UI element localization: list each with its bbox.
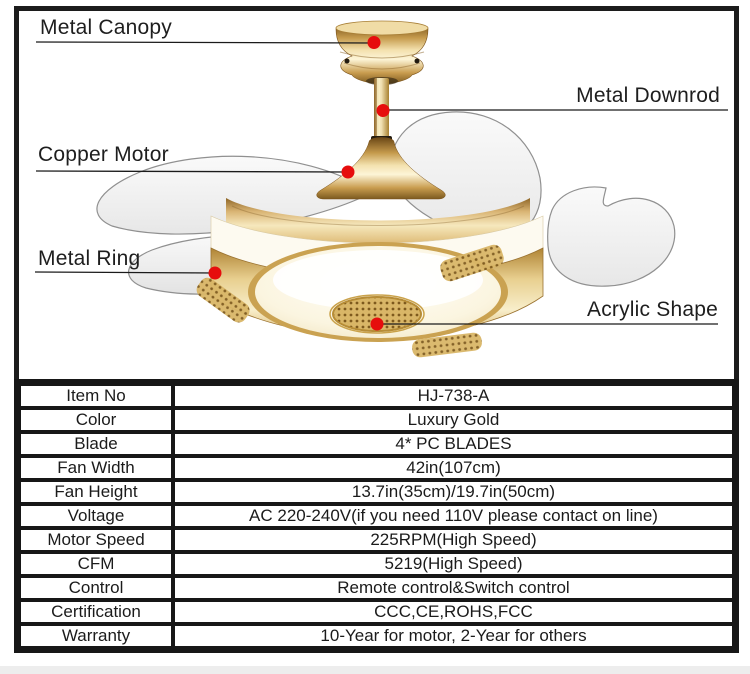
spec-value-cell: CCC,CE,ROHS,FCC [174, 601, 733, 623]
spec-label-cell: Item No [20, 385, 172, 407]
spec-row: Certification CCC,CE,ROHS,FCC [20, 601, 733, 623]
spec-label-cell: Color [20, 409, 172, 431]
spec-value-cell: 4* PC BLADES [174, 433, 733, 455]
spec-value-cell: 13.7in(35cm)/19.7in(50cm) [174, 481, 733, 503]
callout-label-metal-downrod: Metal Downrod [576, 84, 720, 107]
spec-row: CFM 5219(High Speed) [20, 553, 733, 575]
spec-row: Item No HJ-738-A [20, 385, 733, 407]
spec-label-cell: Certification [20, 601, 172, 623]
spec-value-cell: 10-Year for motor, 2-Year for others [174, 625, 733, 647]
callout-label-metal-ring: Metal Ring [38, 247, 141, 270]
spec-row: Color Luxury Gold [20, 409, 733, 431]
spec-label-cell: Control [20, 577, 172, 599]
spec-value-cell: 5219(High Speed) [174, 553, 733, 575]
spec-label-cell: Fan Height [20, 481, 172, 503]
next-section-edge [0, 666, 750, 674]
callout-label-metal-canopy: Metal Canopy [40, 16, 172, 39]
spec-value-cell: 42in(107cm) [174, 457, 733, 479]
spec-row: Control Remote control&Switch control [20, 577, 733, 599]
spec-row: Voltage AC 220-240V(if you need 110V ple… [20, 505, 733, 527]
spec-label-cell: Warranty [20, 625, 172, 647]
spec-label-cell: Voltage [20, 505, 172, 527]
spec-value-cell: Luxury Gold [174, 409, 733, 431]
spec-row: Fan Width 42in(107cm) [20, 457, 733, 479]
spec-label-cell: Fan Width [20, 457, 172, 479]
spec-table: Item No HJ-738-A Color Luxury Gold Blade… [14, 379, 739, 653]
spec-row: Warranty 10-Year for motor, 2-Year for o… [20, 625, 733, 647]
spec-value-cell: HJ-738-A [174, 385, 733, 407]
spec-row: Blade 4* PC BLADES [20, 433, 733, 455]
spec-label-cell: Motor Speed [20, 529, 172, 551]
callout-label-acrylic-shape: Acrylic Shape [587, 298, 718, 321]
callout-label-copper-motor: Copper Motor [38, 143, 169, 166]
spec-row: Fan Height 13.7in(35cm)/19.7in(50cm) [20, 481, 733, 503]
spec-value-cell: 225RPM(High Speed) [174, 529, 733, 551]
spec-value-cell: AC 220-240V(if you need 110V please cont… [174, 505, 733, 527]
spec-value-cell: Remote control&Switch control [174, 577, 733, 599]
spec-label-cell: CFM [20, 553, 172, 575]
spec-row: Motor Speed 225RPM(High Speed) [20, 529, 733, 551]
spec-label-cell: Blade [20, 433, 172, 455]
